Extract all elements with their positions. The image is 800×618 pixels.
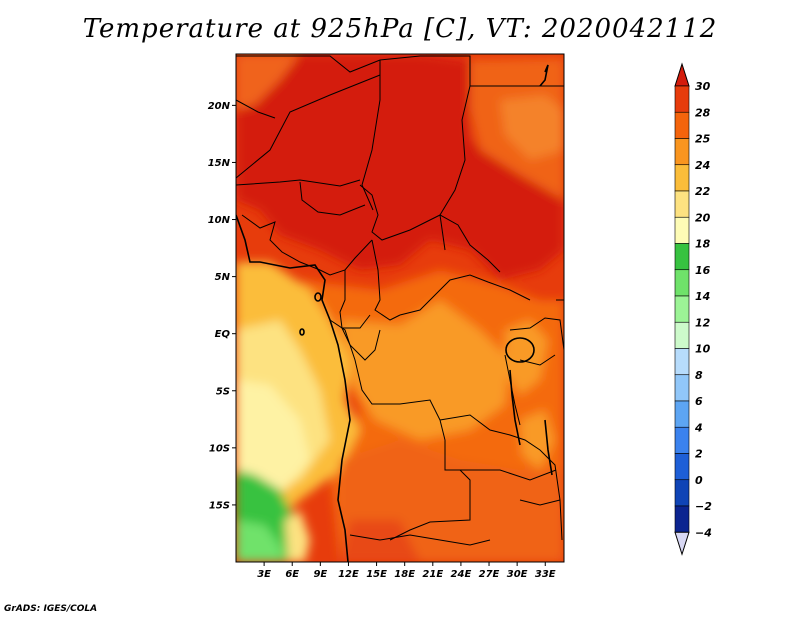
colorbar-label: 10 <box>695 343 711 356</box>
colorbar-segment <box>674 426 690 454</box>
y-tick-label: 20N <box>208 101 231 112</box>
x-tick-label: 33E <box>535 569 556 580</box>
x-tick-label: 24E <box>451 569 472 580</box>
coastlines-lakes <box>236 64 553 562</box>
colorbar-label: 22 <box>695 185 711 198</box>
y-tick-label: 10N <box>208 215 231 226</box>
country-borders <box>236 55 564 546</box>
x-tick-label: 3E <box>257 569 271 580</box>
grads-credit: GrADS: IGES/COLA <box>4 604 98 614</box>
colorbar-label: 28 <box>695 106 711 119</box>
colorbar-label: 2 <box>695 448 703 461</box>
colorbar-label: 24 <box>695 159 710 172</box>
colorbar-segment <box>674 374 690 402</box>
y-tick-label: 5N <box>215 272 231 283</box>
colorbar-label: 16 <box>695 264 711 277</box>
colorbar-label: −2 <box>695 500 712 513</box>
colorbar-segment <box>674 295 690 323</box>
colorbar-segment <box>674 400 690 428</box>
colorbar-label: 25 <box>695 133 711 146</box>
colorbar-label: 12 <box>695 316 711 329</box>
y-tick-label: 10S <box>209 443 230 454</box>
colorbar-segment <box>674 321 690 349</box>
x-tick-label: 12E <box>338 569 359 580</box>
colorbar-segment <box>674 85 690 113</box>
colorbar-label: 14 <box>695 290 710 303</box>
x-tick-label: 30E <box>507 569 528 580</box>
colorbar-segment <box>674 505 690 533</box>
colorbar-label: −4 <box>695 526 712 539</box>
y-axis: 20N 15N 10N 5N EQ 5S 10S 15S <box>208 101 236 511</box>
colorbar-label: 8 <box>695 369 703 382</box>
colorbar-segment <box>674 479 690 507</box>
colorbar-segment <box>674 453 690 481</box>
colorbar-label: 20 <box>695 211 711 224</box>
colorbar-segment <box>674 111 690 139</box>
x-tick-label: 18E <box>394 569 415 580</box>
x-tick-label: 27E <box>479 569 500 580</box>
y-tick-label: 15N <box>208 158 231 169</box>
colorbar-segment <box>674 216 690 244</box>
x-tick-label: 21E <box>422 569 443 580</box>
x-tick-label: 9E <box>313 569 327 580</box>
x-tick-label: 15E <box>366 569 387 580</box>
colorbar-segment <box>674 138 690 166</box>
y-tick-label: 15S <box>209 500 230 511</box>
temperature-field <box>236 54 564 562</box>
colorbar-top-extension <box>674 62 690 87</box>
plot-frame <box>235 53 565 563</box>
y-tick-label: EQ <box>215 329 231 340</box>
colorbar-label: 30 <box>695 80 711 93</box>
colorbar-segment <box>674 164 690 192</box>
colorbar-bottom-extension <box>674 531 690 556</box>
colorbar-label: 0 <box>695 474 703 487</box>
colorbar-label: 6 <box>695 395 703 408</box>
y-tick-label: 5S <box>216 386 230 397</box>
colorbar-segment <box>674 269 690 297</box>
x-tick-label: 6E <box>285 569 299 580</box>
x-axis: 3E 6E 9E 12E 15E 18E 21E 24E 27E 30E 33E <box>257 562 556 580</box>
colorbar-segment <box>674 348 690 376</box>
colorbar-segment <box>674 243 690 271</box>
colorbar-label: 4 <box>694 421 703 434</box>
colorbar-label: 18 <box>695 238 711 251</box>
colorbar-segment <box>674 190 690 218</box>
chart-title: Temperature at 925hPa [C], VT: 202004211… <box>82 14 718 44</box>
